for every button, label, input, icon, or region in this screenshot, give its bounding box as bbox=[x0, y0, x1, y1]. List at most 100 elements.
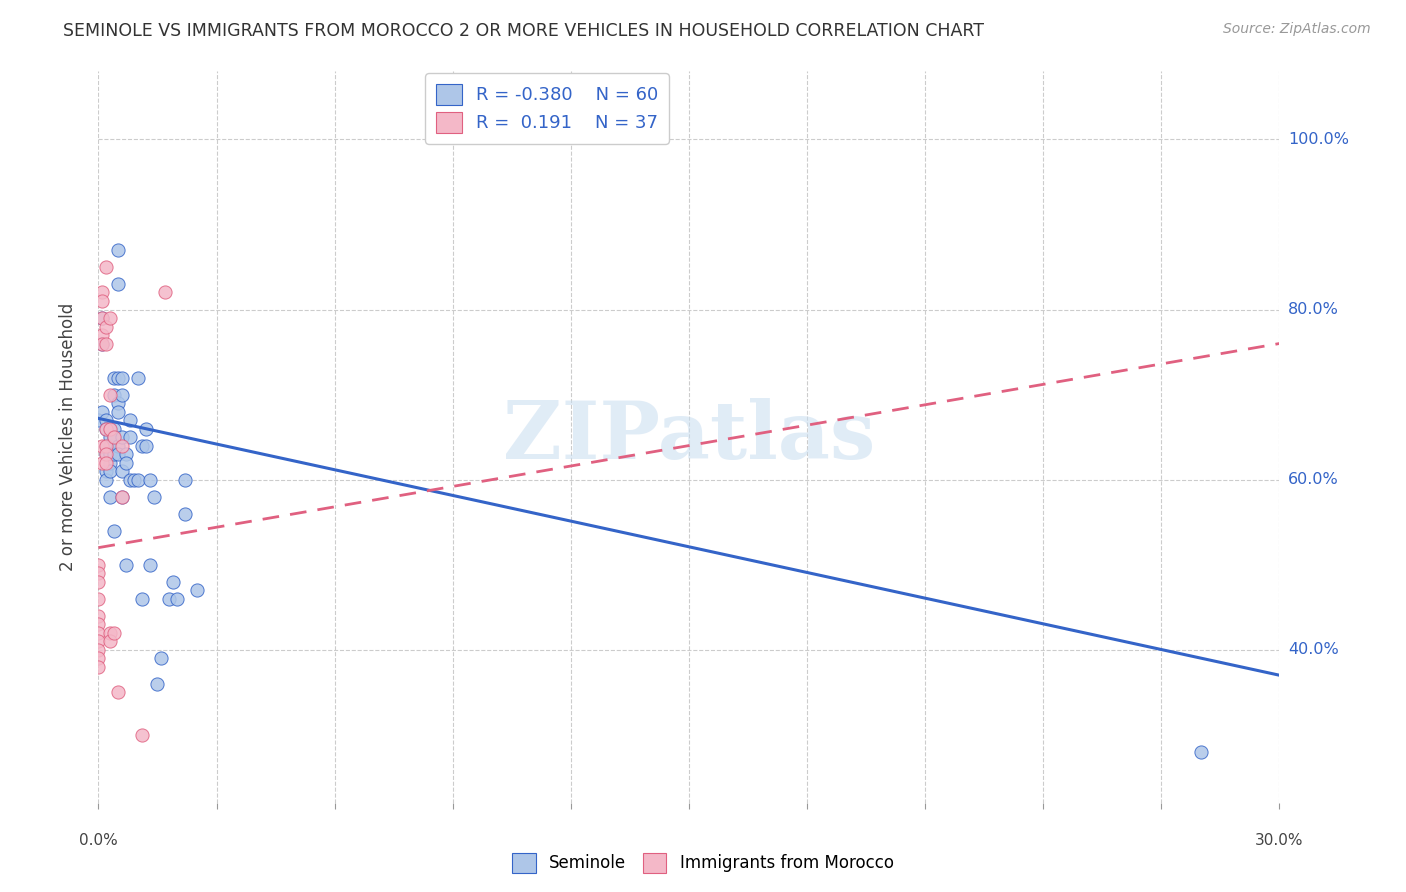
Point bbox=[131, 439, 153, 453]
Point bbox=[91, 439, 114, 453]
Point bbox=[98, 430, 121, 444]
Point bbox=[127, 473, 149, 487]
Point bbox=[166, 591, 188, 606]
Point bbox=[91, 311, 114, 326]
Point bbox=[103, 370, 125, 384]
Point bbox=[96, 336, 118, 351]
Point bbox=[111, 370, 134, 384]
Point bbox=[135, 439, 157, 453]
Point bbox=[107, 685, 129, 699]
Point bbox=[91, 285, 114, 300]
Point bbox=[103, 387, 125, 401]
Point bbox=[115, 558, 138, 572]
Point bbox=[155, 285, 177, 300]
Point bbox=[96, 319, 118, 334]
Text: 40.0%: 40.0% bbox=[1288, 642, 1339, 657]
Point bbox=[87, 651, 110, 665]
Text: Source: ZipAtlas.com: Source: ZipAtlas.com bbox=[1223, 22, 1371, 37]
Point bbox=[87, 617, 110, 632]
Point bbox=[87, 625, 110, 640]
Point bbox=[115, 447, 138, 461]
Point bbox=[98, 447, 121, 461]
Point bbox=[127, 370, 149, 384]
Text: 30.0%: 30.0% bbox=[1256, 833, 1303, 848]
Point bbox=[111, 430, 134, 444]
Point bbox=[131, 728, 153, 742]
Point bbox=[91, 311, 114, 326]
Point bbox=[107, 277, 129, 291]
Text: SEMINOLE VS IMMIGRANTS FROM MOROCCO 2 OR MORE VEHICLES IN HOUSEHOLD CORRELATION : SEMINOLE VS IMMIGRANTS FROM MOROCCO 2 OR… bbox=[63, 22, 984, 40]
Point bbox=[87, 574, 110, 589]
Point bbox=[98, 490, 121, 504]
Point bbox=[87, 642, 110, 657]
Text: ZIPatlas: ZIPatlas bbox=[503, 398, 875, 476]
Point bbox=[96, 447, 118, 461]
Point bbox=[98, 421, 121, 435]
Point bbox=[162, 574, 184, 589]
Point bbox=[138, 558, 160, 572]
Point bbox=[98, 311, 121, 326]
Point bbox=[87, 566, 110, 581]
Point bbox=[91, 336, 114, 351]
Point bbox=[111, 490, 134, 504]
Legend: Seminole, Immigrants from Morocco: Seminole, Immigrants from Morocco bbox=[506, 847, 900, 880]
Point bbox=[174, 473, 197, 487]
Point bbox=[87, 413, 110, 427]
Point bbox=[103, 421, 125, 435]
Point bbox=[118, 413, 141, 427]
Point bbox=[150, 651, 173, 665]
Point bbox=[111, 439, 134, 453]
Point bbox=[107, 243, 129, 257]
Point bbox=[96, 473, 118, 487]
Point bbox=[91, 293, 114, 308]
Point bbox=[98, 464, 121, 478]
Y-axis label: 2 or more Vehicles in Household: 2 or more Vehicles in Household bbox=[59, 303, 77, 571]
Point bbox=[98, 456, 121, 470]
Point bbox=[103, 430, 125, 444]
Point bbox=[118, 473, 141, 487]
Point bbox=[98, 439, 121, 453]
Point bbox=[96, 447, 118, 461]
Point bbox=[96, 413, 118, 427]
Point bbox=[186, 583, 208, 598]
Point bbox=[107, 404, 129, 418]
Point bbox=[87, 608, 110, 623]
Point bbox=[115, 456, 138, 470]
Point bbox=[107, 447, 129, 461]
Point bbox=[1189, 745, 1212, 759]
Point bbox=[98, 634, 121, 648]
Point bbox=[91, 336, 114, 351]
Point bbox=[96, 421, 118, 435]
Legend: R = -0.380    N = 60, R =  0.191    N = 37: R = -0.380 N = 60, R = 0.191 N = 37 bbox=[426, 73, 669, 144]
Point bbox=[107, 396, 129, 410]
Point bbox=[122, 473, 145, 487]
Point bbox=[146, 677, 169, 691]
Point bbox=[91, 404, 114, 418]
Text: 80.0%: 80.0% bbox=[1288, 302, 1339, 317]
Point bbox=[174, 507, 197, 521]
Point bbox=[96, 456, 118, 470]
Point bbox=[87, 659, 110, 673]
Point bbox=[91, 456, 114, 470]
Point bbox=[87, 634, 110, 648]
Point bbox=[103, 430, 125, 444]
Point bbox=[96, 439, 118, 453]
Point bbox=[157, 591, 180, 606]
Point bbox=[131, 591, 153, 606]
Point bbox=[91, 328, 114, 343]
Point bbox=[98, 421, 121, 435]
Text: 0.0%: 0.0% bbox=[79, 833, 118, 848]
Point bbox=[111, 464, 134, 478]
Text: 100.0%: 100.0% bbox=[1288, 132, 1348, 147]
Point bbox=[87, 591, 110, 606]
Point bbox=[96, 439, 118, 453]
Point bbox=[98, 625, 121, 640]
Point bbox=[135, 421, 157, 435]
Point bbox=[103, 625, 125, 640]
Point bbox=[107, 439, 129, 453]
Point bbox=[98, 387, 121, 401]
Point bbox=[142, 490, 165, 504]
Point bbox=[96, 260, 118, 274]
Point bbox=[111, 387, 134, 401]
Point bbox=[87, 558, 110, 572]
